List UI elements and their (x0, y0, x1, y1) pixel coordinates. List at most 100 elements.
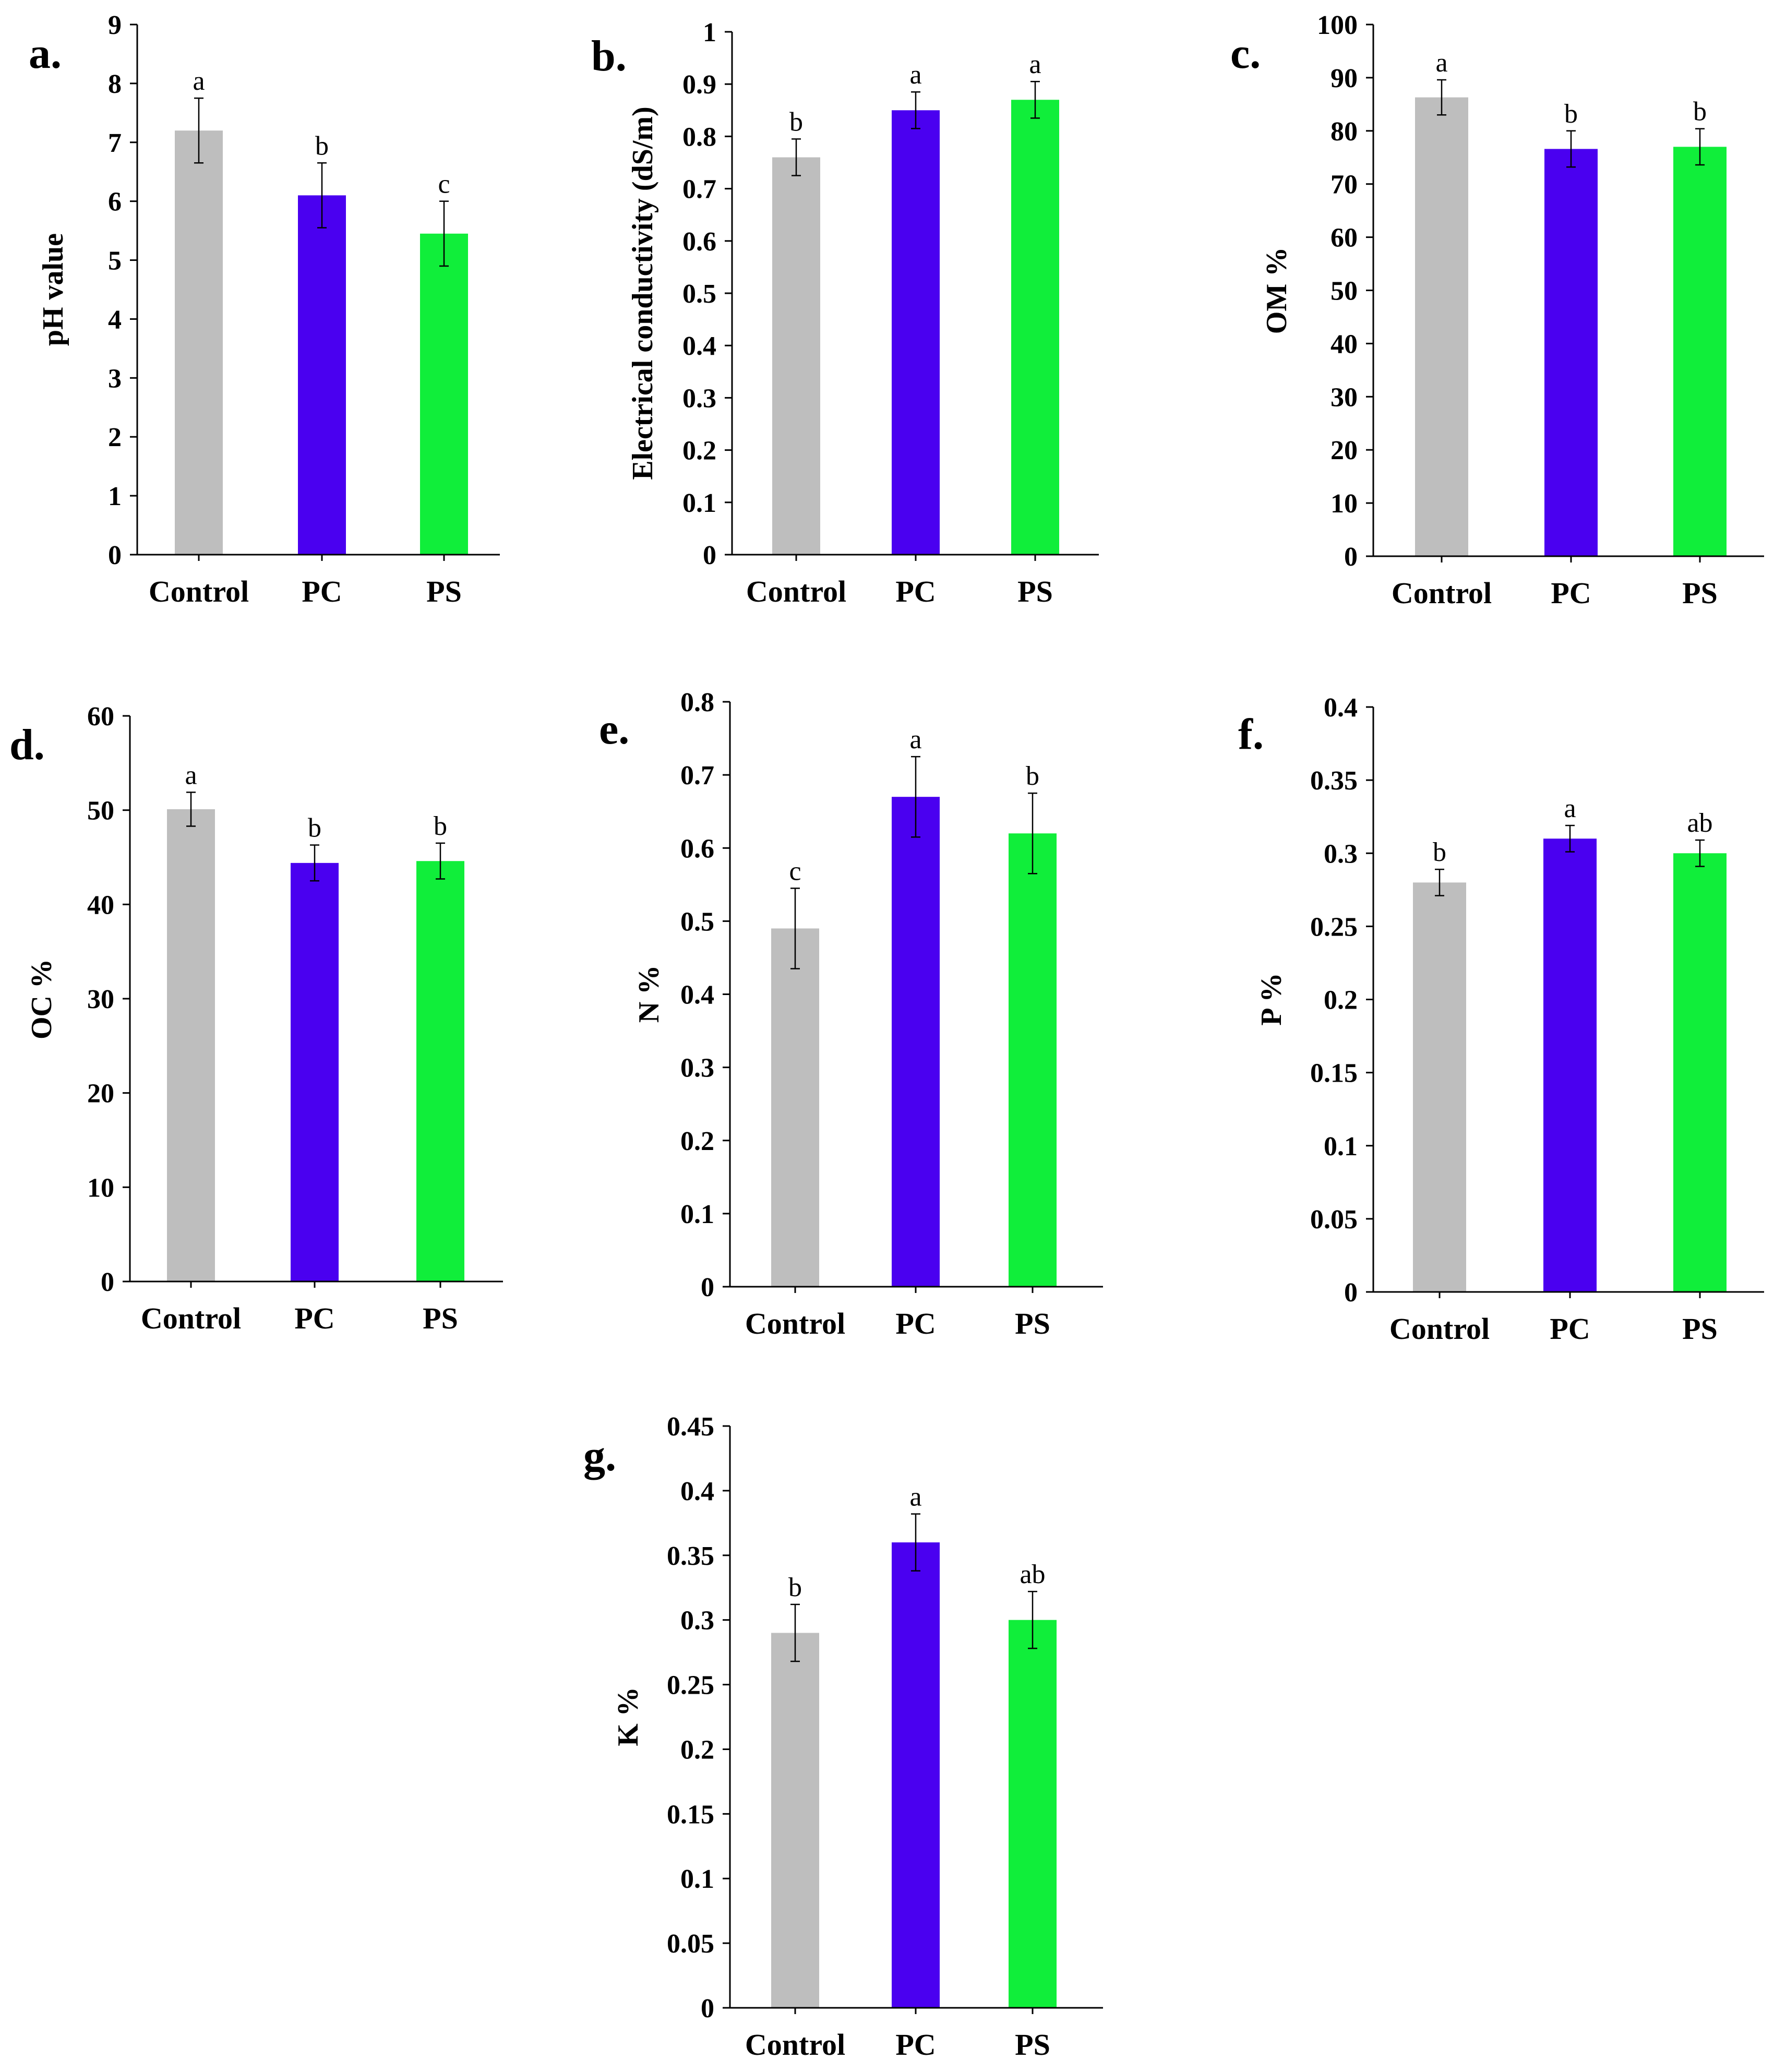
error-bar-control (790, 888, 800, 969)
y-tick-label: 0.05 (1310, 1205, 1358, 1235)
y-tick-label: 0.3 (680, 1053, 714, 1083)
significance-label: b (1564, 99, 1578, 129)
y-tick-label: 90 (1330, 64, 1358, 93)
y-tick-label: 30 (1330, 382, 1358, 412)
y-tick-label: 0.4 (680, 1477, 714, 1506)
bar-pc (1543, 839, 1597, 1292)
x-tick-label: PS (426, 574, 462, 608)
bar-pc (1544, 149, 1598, 556)
x-tick-label: PS (1015, 1307, 1050, 1340)
significance-label: a (185, 760, 197, 790)
y-tick-label: 0.7 (680, 761, 714, 791)
y-tick-label: 0.05 (667, 1929, 714, 1959)
significance-label: ab (1020, 1560, 1045, 1589)
y-tick-label: 0.1 (680, 1200, 714, 1229)
error-bar-ps (1695, 128, 1705, 166)
x-tick-label: Control (746, 574, 846, 608)
bar-pc (291, 863, 339, 1281)
y-tick-label: 1 (703, 18, 716, 47)
y-tick-label: 70 (1330, 170, 1358, 200)
y-tick-label: 0.2 (682, 436, 716, 466)
x-tick-label: Control (745, 1307, 845, 1340)
y-tick-label: 0 (101, 1267, 114, 1297)
y-tick-label: 20 (87, 1079, 114, 1109)
y-axis-title: OM % (1261, 247, 1293, 334)
y-tick-label: 0.5 (682, 279, 716, 309)
x-tick-label: PC (302, 574, 342, 608)
y-tick-label: 0.3 (682, 384, 716, 413)
x-tick-label: Control (745, 2028, 845, 2062)
x-tick-label: PS (423, 1301, 458, 1335)
x-tick-label: PC (1550, 1312, 1590, 1346)
y-tick-label: 40 (1330, 329, 1358, 359)
significance-label: c (789, 856, 801, 886)
y-tick-label: 0.1 (1324, 1132, 1358, 1161)
bar-control (167, 809, 215, 1281)
x-tick-label: PS (1015, 2028, 1050, 2062)
y-tick-label: 0.2 (680, 1127, 714, 1156)
x-tick-label: PS (1682, 576, 1718, 610)
error-bar-ps (439, 200, 449, 267)
y-tick-label: 0 (1344, 1278, 1358, 1308)
significance-label: b (434, 811, 447, 841)
y-axis-title: K % (612, 1687, 644, 1746)
significance-label: a (909, 60, 921, 90)
y-tick-label: 40 (87, 890, 114, 920)
bar-ps (420, 233, 468, 555)
x-tick-label: Control (1392, 576, 1492, 610)
bar-ps (1011, 100, 1059, 555)
error-bar-control (1435, 868, 1444, 896)
bar-control (1413, 882, 1466, 1292)
significance-label: b (1026, 761, 1039, 791)
significance-label: a (909, 725, 921, 754)
y-axis-title: OC % (26, 959, 58, 1039)
y-tick-label: 0.6 (682, 227, 716, 257)
bar-pc (892, 110, 940, 555)
x-tick-label: PC (294, 1301, 334, 1335)
significance-label: b (1693, 97, 1707, 127)
bar-ps (416, 861, 464, 1281)
bar-control (772, 157, 820, 555)
y-tick-label: 2 (108, 423, 122, 452)
y-tick-label: 1 (108, 482, 122, 511)
y-tick-label: 6 (108, 187, 122, 217)
y-tick-label: 10 (1330, 489, 1358, 519)
error-bar-pc (1566, 130, 1576, 168)
y-tick-label: 0 (703, 541, 716, 570)
bar-pc (892, 797, 940, 1287)
y-tick-label: 0.25 (1310, 912, 1358, 942)
chart-panel-a: a. pH value a Control b PC c PS 0 1 2 3 4 5 6 7 8 9 (29, 10, 500, 608)
error-bar-ps (436, 842, 445, 880)
y-tick-label: 0.7 (682, 175, 716, 205)
panel-letter: g. (583, 1432, 616, 1480)
y-tick-label: 3 (108, 364, 122, 393)
y-tick-label: 10 (87, 1173, 114, 1203)
bar-pc (892, 1542, 940, 2008)
x-tick-label: PS (1017, 574, 1053, 608)
y-tick-label: 5 (108, 246, 122, 276)
error-bar-pc (911, 91, 920, 129)
panel-letter: c. (1230, 29, 1261, 78)
error-bar-pc (911, 1513, 920, 1572)
x-tick-label: Control (149, 574, 249, 608)
x-tick-label: PC (895, 2028, 936, 2062)
y-tick-label: 0.6 (680, 834, 714, 864)
bar-ps (1009, 1620, 1057, 2008)
x-tick-label: PC (1551, 576, 1591, 610)
y-tick-label: 7 (108, 128, 122, 158)
y-tick-label: 0 (108, 541, 122, 570)
x-tick-label: PS (1682, 1312, 1718, 1346)
y-tick-label: 4 (108, 305, 122, 334)
bar-pc (298, 195, 346, 555)
y-tick-label: 100 (1317, 10, 1358, 40)
y-axis-title: P % (1255, 973, 1288, 1025)
y-tick-label: 0.15 (667, 1800, 714, 1829)
error-bar-pc (317, 162, 327, 229)
significance-label: c (438, 170, 450, 199)
y-tick-label: 60 (1330, 223, 1358, 253)
y-tick-label: 0.4 (1324, 693, 1358, 723)
chart-panel-g: g. K % b Control a PC ab PS 0 0.05 0.1 0.15 0.2 0.25 0… (583, 1412, 1103, 2062)
significance-label: b (788, 1573, 802, 1602)
bar-ps (1009, 833, 1057, 1287)
y-tick-label: 20 (1330, 436, 1358, 465)
